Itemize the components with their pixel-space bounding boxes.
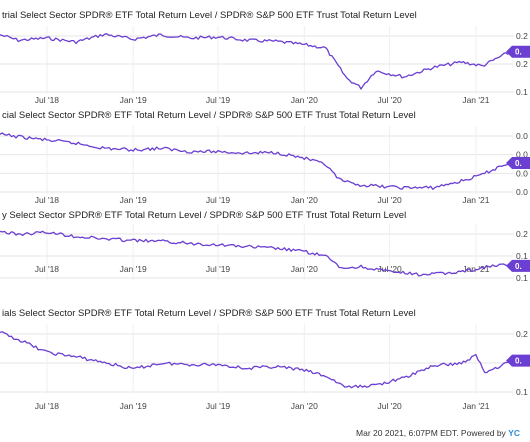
- chart-panel: trial Select Sector SPDR® ETF Total Retu…: [0, 10, 530, 105]
- footer-text: Mar 20 2021, 6:07PM EDT. Powered by: [356, 428, 506, 438]
- series-line: [0, 132, 513, 190]
- chart-panel: cial Select Sector SPDR® ETF Total Retur…: [0, 110, 530, 205]
- x-tick-label: Jul '19: [206, 401, 231, 411]
- x-tick-label: Jan '20: [291, 401, 318, 411]
- series-line: [0, 230, 512, 277]
- last-value-label: 0.: [515, 357, 522, 366]
- x-tick-label: Jan '19: [120, 195, 147, 205]
- x-tick-label: Jul '18: [35, 401, 60, 411]
- y-tick-label: 0.1: [516, 273, 528, 283]
- series-line: [0, 331, 513, 389]
- last-value-badge: [506, 45, 530, 58]
- x-tick-label: Jul '20: [377, 264, 402, 274]
- y-tick-label: 0.0: [516, 131, 528, 141]
- x-tick-label: Jan '20: [291, 95, 318, 105]
- last-value-badge: [506, 157, 530, 170]
- chart-title: cial Select Sector SPDR® ETF Total Retur…: [2, 110, 416, 121]
- chart-title: trial Select Sector SPDR® ETF Total Retu…: [2, 10, 417, 21]
- series-line: [0, 33, 513, 90]
- x-tick-label: Jul '18: [35, 195, 60, 205]
- y-tick-label: 0.1: [516, 87, 528, 97]
- x-tick-label: Jan '21: [462, 95, 489, 105]
- x-tick-label: Jul '18: [35, 264, 60, 274]
- x-tick-label: Jul '19: [206, 264, 231, 274]
- chart-panel: y Select Sector SPDR® ETF Total Return L…: [0, 210, 530, 283]
- x-tick-label: Jul '20: [377, 195, 402, 205]
- chart-title: y Select Sector SPDR® ETF Total Return L…: [2, 210, 406, 221]
- x-tick-label: Jan '19: [120, 264, 147, 274]
- x-tick-label: Jan '21: [462, 195, 489, 205]
- y-tick-label: 0.2: [516, 59, 528, 69]
- ycharts-logo-text[interactable]: YC: [508, 428, 520, 438]
- x-tick-label: Jan '19: [120, 401, 147, 411]
- y-tick-label: 0.1: [516, 251, 528, 261]
- y-tick-label: 0.0: [516, 187, 528, 197]
- y-tick-label: 0.1: [516, 387, 528, 397]
- last-value-label: 0.: [515, 262, 522, 271]
- x-tick-label: Jul '19: [206, 195, 231, 205]
- x-tick-label: Jul '20: [377, 401, 402, 411]
- chart-title: ials Select Sector SPDR® ETF Total Retur…: [2, 308, 416, 319]
- last-value-label: 0.: [515, 48, 522, 57]
- x-tick-label: Jan '21: [462, 401, 489, 411]
- x-tick-label: Jul '20: [377, 95, 402, 105]
- x-tick-label: Jan '19: [120, 95, 147, 105]
- last-value-badge: [506, 259, 530, 272]
- chart-panel: ials Select Sector SPDR® ETF Total Retur…: [0, 308, 530, 411]
- y-tick-label: 0.2: [516, 229, 528, 239]
- x-tick-label: Jan '20: [291, 195, 318, 205]
- y-tick-label: 0.2: [516, 329, 528, 339]
- last-value-badge: [506, 354, 530, 367]
- y-tick-label: 0.2: [516, 31, 528, 41]
- footer: Mar 20 2021, 6:07PM EDT. Powered by YC: [356, 428, 520, 438]
- y-tick-label: 0.0: [516, 168, 528, 178]
- x-tick-label: Jan '20: [291, 264, 318, 274]
- y-tick-label: 0.0: [516, 150, 528, 160]
- x-tick-label: Jul '18: [35, 95, 60, 105]
- x-tick-label: Jul '19: [206, 95, 231, 105]
- last-value-label: 0.: [515, 159, 522, 168]
